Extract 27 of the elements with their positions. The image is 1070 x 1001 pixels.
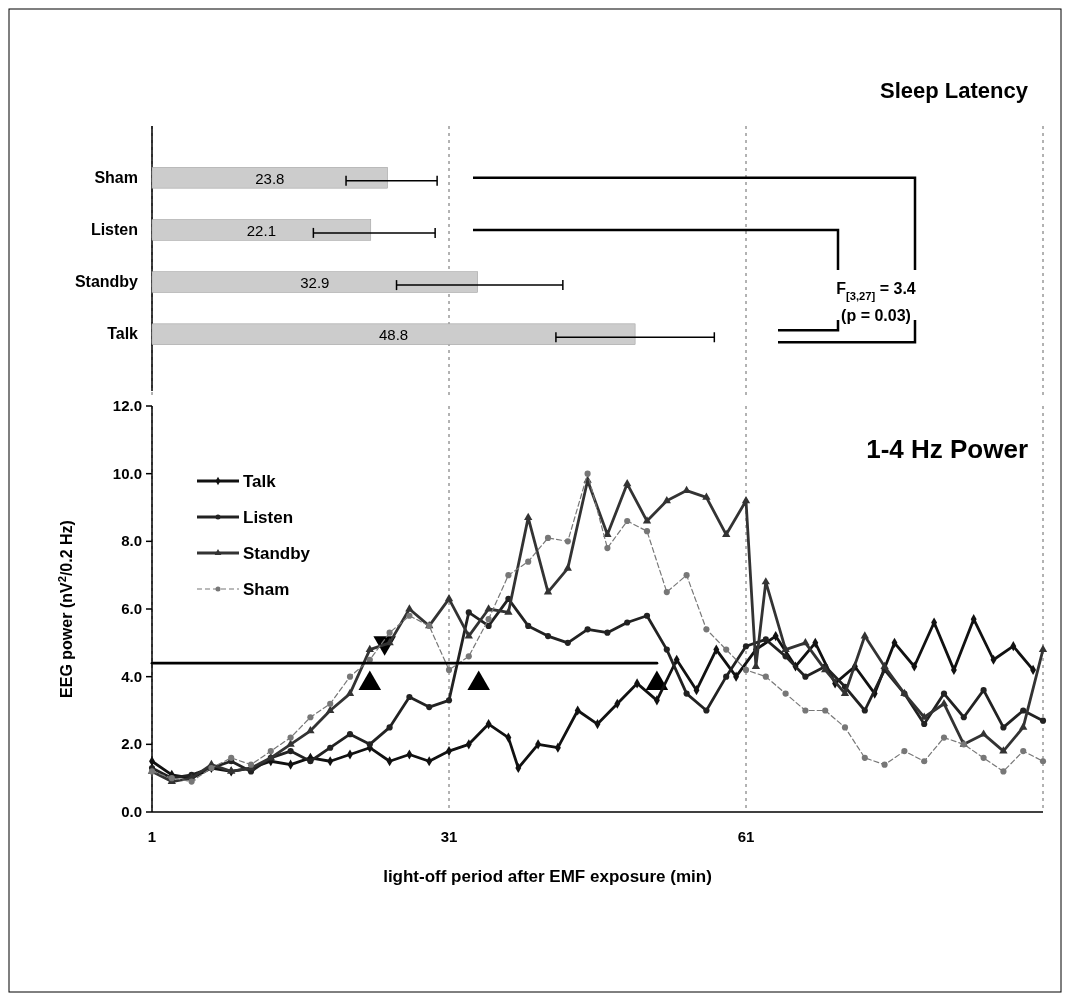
y-tick-label: 12.0: [112, 397, 142, 414]
text: 1-4 Hz Power: [866, 434, 1028, 464]
legend-label: Talk: [243, 472, 277, 491]
data-label: 48.8: [378, 326, 409, 344]
annotation: (p = 0.03): [841, 306, 911, 324]
data-label: 22.1: [246, 221, 276, 239]
y-tick-label: 0.0: [121, 803, 142, 820]
y-tick-label: Listen: [90, 220, 138, 238]
data-label: 32.9: [300, 274, 330, 292]
x-tick-label: 61: [737, 828, 755, 845]
legend-label: Standby: [243, 544, 311, 563]
data-label: 23.8: [255, 169, 285, 187]
annotation: F$_{[3,27]}$ = 3.4: [836, 279, 916, 302]
x-tick-label: 1: [147, 828, 157, 845]
chart-title: Sleep Latency: [880, 78, 1029, 103]
y-tick-label: Sham: [94, 168, 138, 186]
legend-label: Listen: [243, 508, 294, 527]
y-tick-label: 4.0: [121, 667, 142, 685]
legend-label: Sham: [243, 580, 290, 599]
y-tick-label: Talk: [107, 325, 139, 343]
x-axis-title: light-off period after EMF exposure (min): [383, 867, 712, 886]
x-tick-label: 31: [440, 828, 458, 845]
y-tick-label: 8.0: [121, 532, 142, 550]
y-tick-label: 6.0: [121, 600, 142, 617]
y-tick-label: 2.0: [121, 735, 142, 753]
y-tick-label: Standby: [74, 273, 139, 291]
y-tick-label: 10.0: [112, 464, 142, 482]
